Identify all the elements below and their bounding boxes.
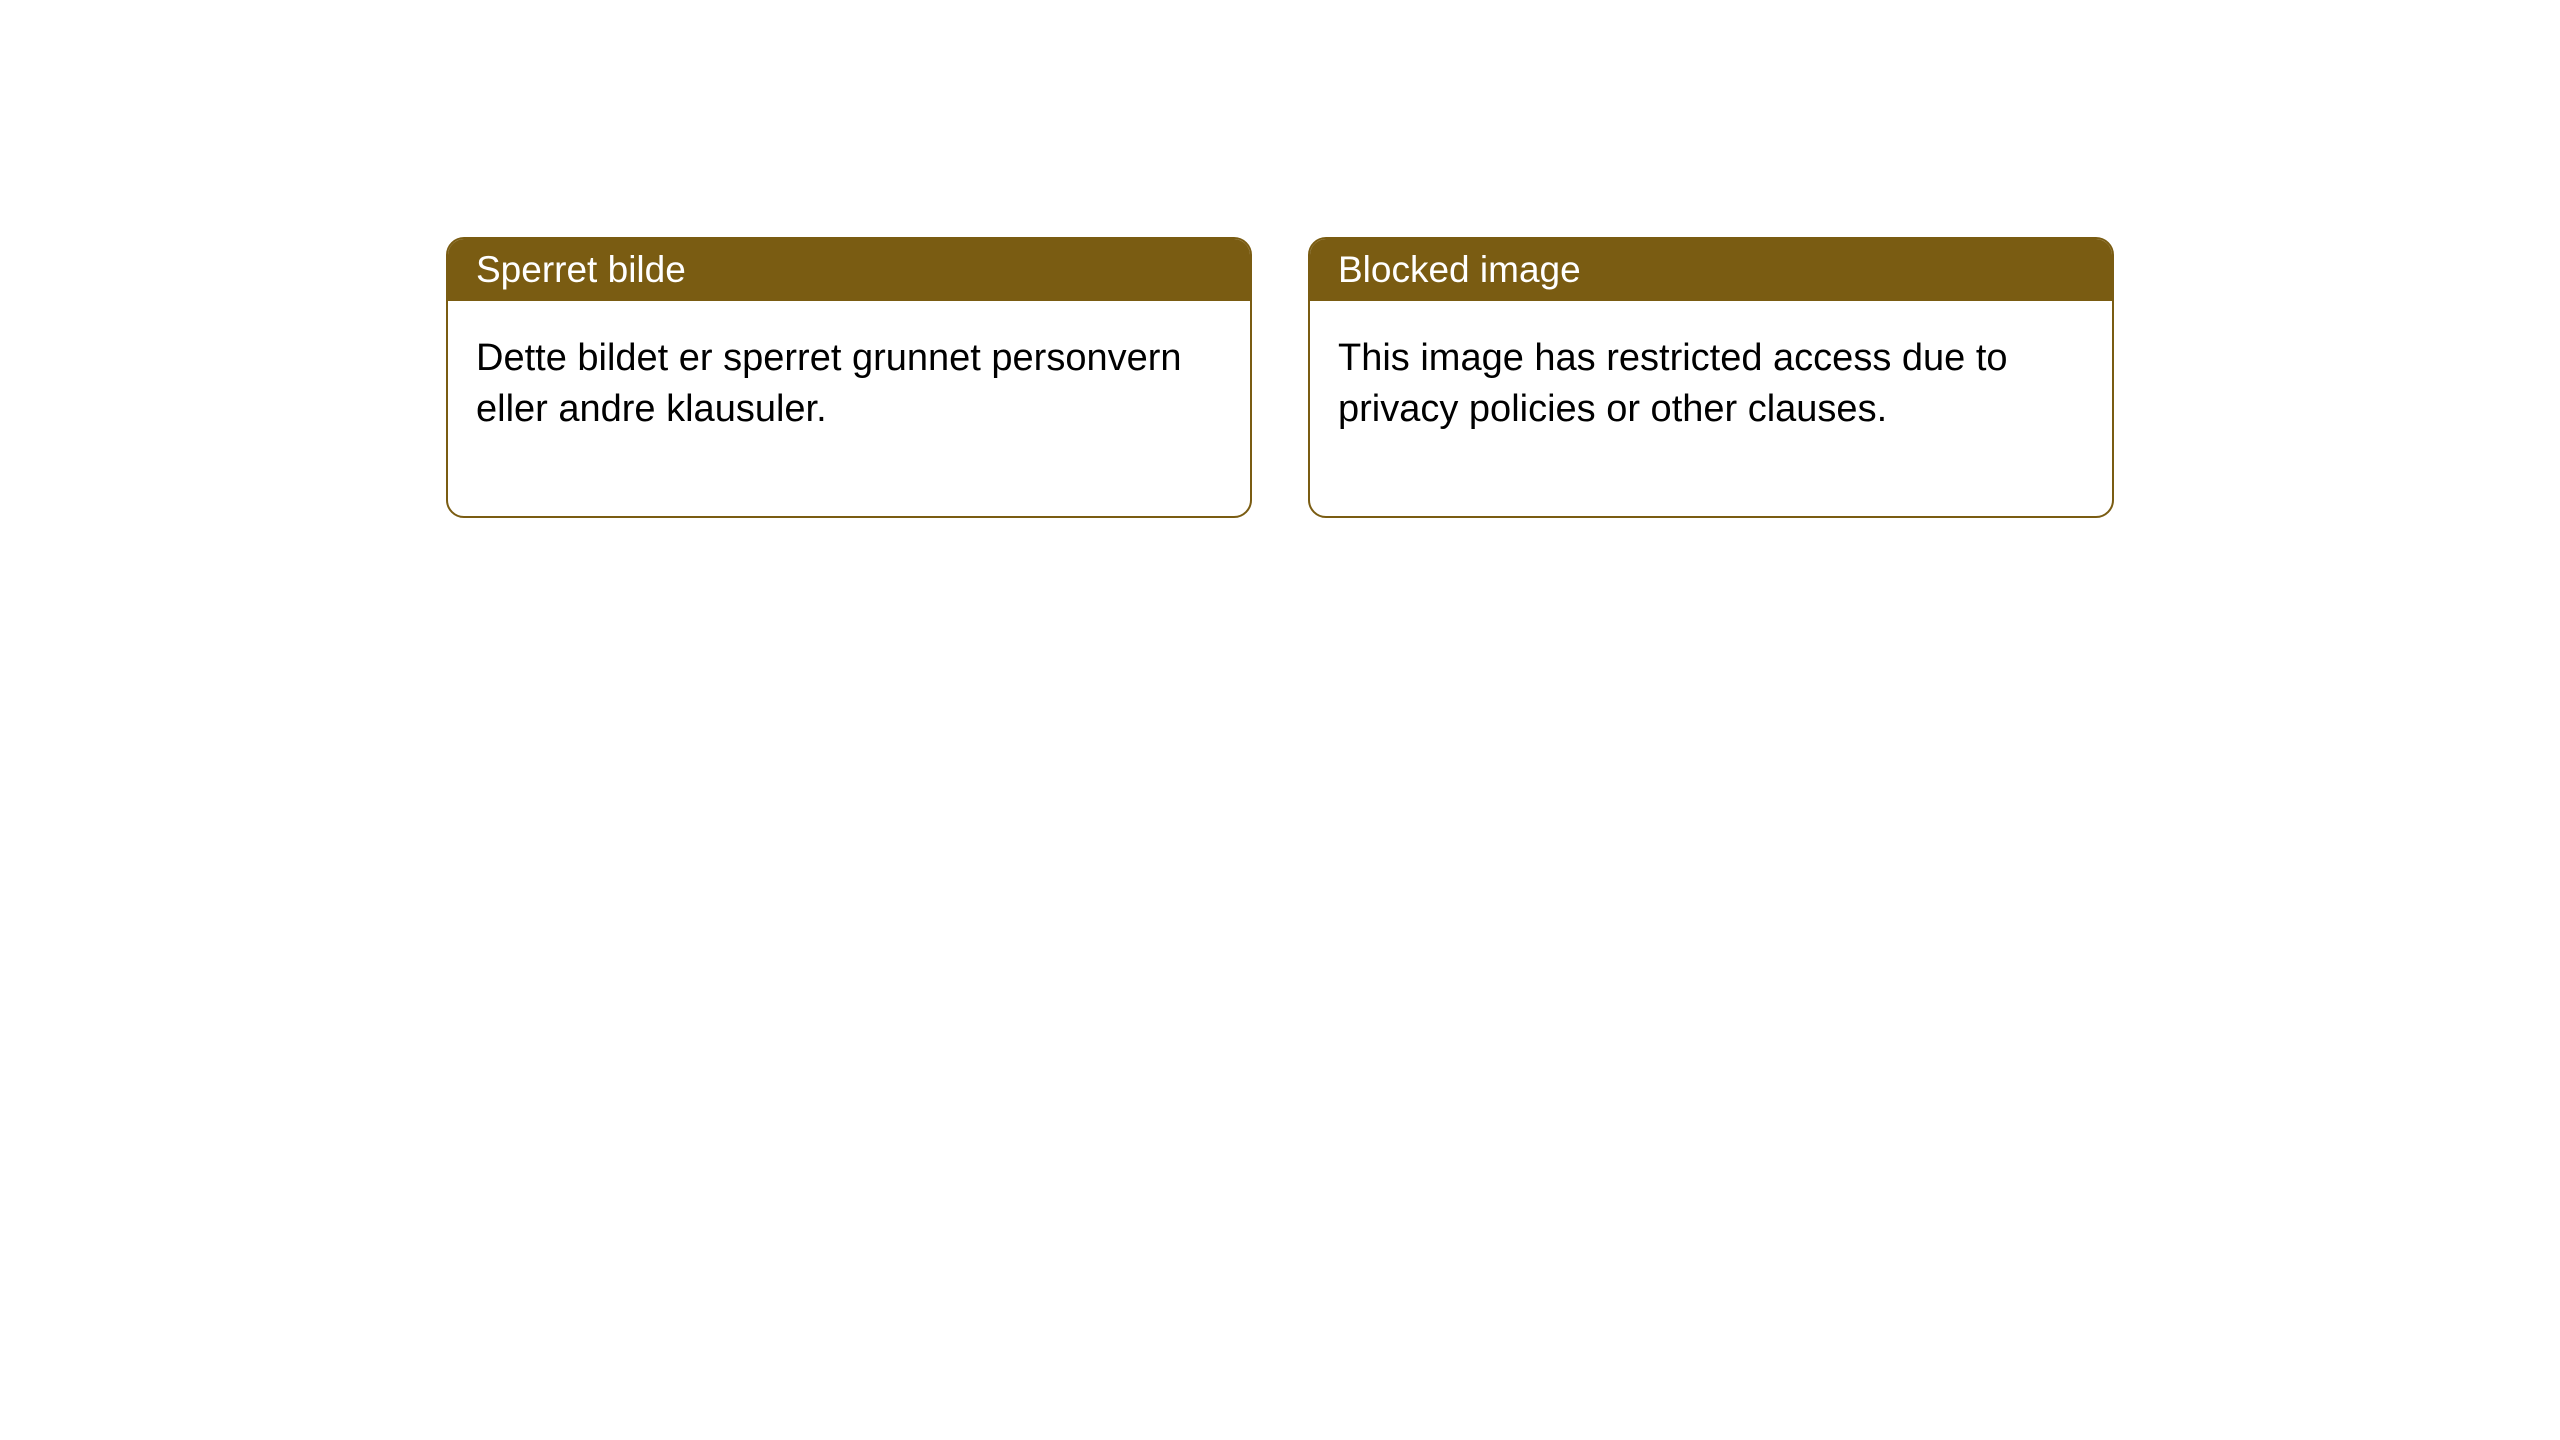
- card-message-norwegian: Dette bildet er sperret grunnet personve…: [476, 337, 1182, 430]
- card-message-english: This image has restricted access due to …: [1338, 337, 2008, 430]
- card-header-norwegian: Sperret bilde: [448, 239, 1250, 301]
- card-header-english: Blocked image: [1310, 239, 2112, 301]
- blocked-image-card-norwegian: Sperret bilde Dette bildet er sperret gr…: [446, 237, 1252, 518]
- blocked-image-card-english: Blocked image This image has restricted …: [1308, 237, 2114, 518]
- card-title-english: Blocked image: [1338, 249, 1581, 290]
- card-body-english: This image has restricted access due to …: [1310, 301, 2112, 516]
- blocked-image-cards: Sperret bilde Dette bildet er sperret gr…: [446, 237, 2114, 518]
- card-title-norwegian: Sperret bilde: [476, 249, 686, 290]
- card-body-norwegian: Dette bildet er sperret grunnet personve…: [448, 301, 1250, 516]
